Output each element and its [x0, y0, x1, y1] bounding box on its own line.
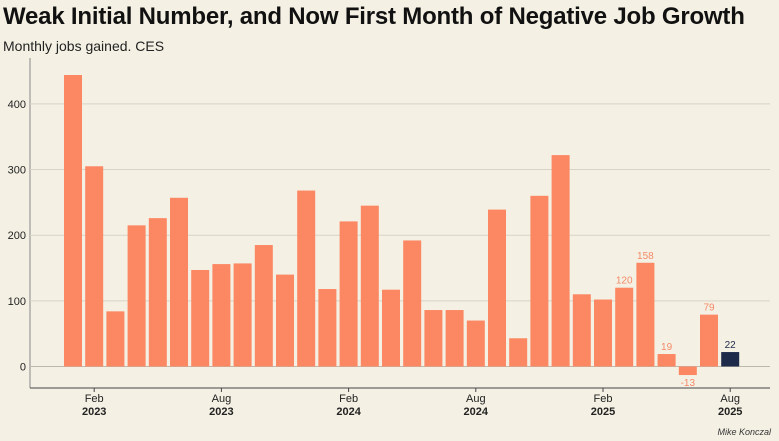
- bar-feb-2024: [339, 221, 358, 367]
- bar-jul-2023: [191, 269, 210, 367]
- bar-dec-2024: [551, 155, 570, 367]
- bar-aug-2025: [721, 352, 740, 367]
- bar-mar-2025: [615, 287, 634, 367]
- bar-feb-2023: [85, 166, 104, 367]
- bar-may-2024: [403, 240, 422, 367]
- data-label-28: 19: [661, 342, 673, 353]
- bar-jun-2024: [424, 310, 443, 367]
- bar-jan-2024: [318, 289, 337, 367]
- x-tick-month-25: Feb: [594, 393, 613, 405]
- data-label-30: 79: [703, 303, 715, 314]
- chart-subtitle: Monthly jobs gained. CES: [3, 38, 165, 54]
- bar-mar-2024: [360, 205, 379, 367]
- x-tick-year-19: 2024: [464, 406, 489, 418]
- x-tick-month-31: Aug: [720, 393, 740, 405]
- bar-dec-2023: [297, 190, 316, 367]
- bar-jan-2023: [64, 75, 82, 367]
- bar-apr-2025: [636, 262, 655, 367]
- data-label-26: 120: [616, 276, 633, 287]
- x-tick-year-1: 2023: [82, 406, 106, 418]
- bar-jul-2025: [700, 314, 718, 367]
- y-tick-label-100: 100: [8, 296, 26, 308]
- bar-jun-2023: [170, 197, 188, 367]
- x-tick-year-25: 2025: [591, 406, 615, 418]
- bar-aug-2023: [212, 264, 231, 367]
- bar-jun-2025: [678, 366, 697, 376]
- x-tick-month-13: Feb: [339, 393, 358, 405]
- data-label-31: 22: [725, 340, 737, 351]
- y-tick-label-300: 300: [8, 165, 26, 177]
- bar-nov-2023: [276, 274, 294, 367]
- bar-nov-2024: [530, 195, 549, 367]
- bar-feb-2025: [594, 299, 612, 367]
- x-tick-month-7: Aug: [212, 393, 232, 405]
- x-tick-month-1: Feb: [85, 393, 104, 405]
- bar-sep-2023: [233, 263, 252, 367]
- chart-title: Weak Initial Number, and Now First Month…: [3, 3, 745, 30]
- bar-aug-2024: [466, 320, 485, 367]
- x-tick-year-31: 2025: [718, 406, 742, 418]
- x-tick-month-19: Aug: [466, 393, 486, 405]
- data-label-27: 158: [637, 251, 654, 262]
- y-tick-label-200: 200: [8, 230, 26, 242]
- bar-apr-2023: [127, 225, 146, 367]
- data-label-29: -13: [681, 378, 696, 389]
- y-tick-label-0: 0: [20, 362, 26, 374]
- bar-oct-2023: [254, 245, 273, 367]
- bar-apr-2024: [382, 289, 400, 367]
- bar-jul-2024: [445, 310, 464, 367]
- x-tick-year-7: 2023: [209, 406, 233, 418]
- bar-may-2023: [148, 218, 167, 367]
- bar-may-2025: [657, 354, 676, 367]
- bar-mar-2023: [106, 311, 125, 367]
- bar-sep-2024: [488, 209, 506, 367]
- author-credit: Mike Konczal: [717, 427, 771, 437]
- bar-jan-2025: [572, 294, 591, 367]
- y-tick-label-400: 400: [8, 99, 26, 111]
- bar-oct-2024: [509, 338, 528, 367]
- x-tick-year-13: 2024: [336, 406, 361, 418]
